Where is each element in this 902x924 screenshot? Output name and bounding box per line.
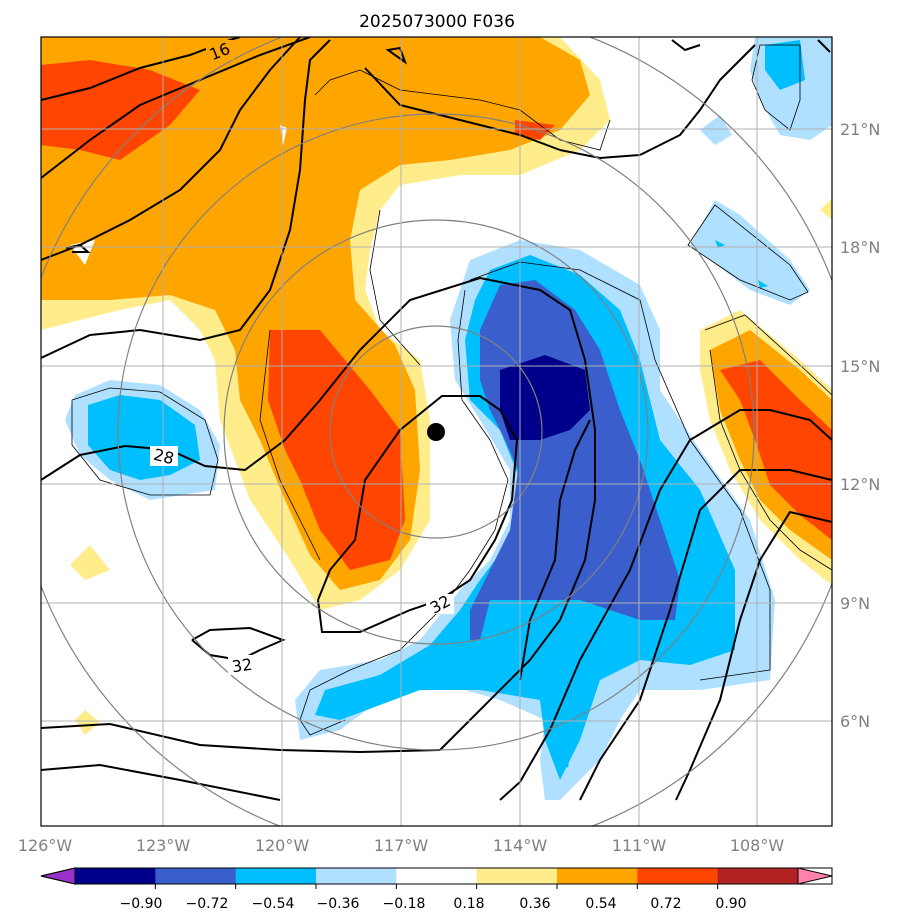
contour-labels: 16 28 32 32: [150, 39, 454, 676]
colorbar-swatches: [41, 868, 832, 884]
colorbar-tick-label: −0.54: [252, 896, 295, 912]
lat-tick-label: 15°N: [840, 357, 880, 376]
lon-tick-label: 120°W: [255, 836, 310, 855]
colorbar-tick-label: −0.90: [120, 896, 163, 912]
colorbar-swatch: [235, 868, 317, 884]
lat-tick-labels: 21°N 18°N 15°N 12°N 9°N 6°N: [840, 120, 880, 731]
lat-tick-label: 21°N: [840, 120, 880, 139]
lon-tick-label: 111°W: [612, 836, 667, 855]
colorbar-ticks: −0.90 −0.72 −0.54 −0.36 −0.18 0.18 0.36 …: [120, 884, 747, 912]
lon-tick-labels: 126°W 123°W 120°W 117°W 114°W 111°W 108°…: [18, 836, 785, 855]
contour-label-28: 28: [152, 445, 176, 468]
range-rings: [41, 37, 832, 826]
map-title: 2025073000 F036: [359, 12, 515, 32]
lon-tick-label: 108°W: [730, 836, 785, 855]
colorbar-tick-label: −0.36: [317, 896, 360, 912]
colorbar-swatch: [476, 868, 558, 884]
colorbar-tick-label: −0.72: [186, 896, 229, 912]
lat-tick-label: 9°N: [840, 594, 870, 613]
lat-tick-label: 12°N: [840, 475, 880, 494]
thick-contours: [41, 37, 832, 801]
colorbar-tick-label: 0.90: [715, 896, 746, 912]
colorbar-swatch: [717, 868, 799, 884]
lon-tick-label: 123°W: [136, 836, 191, 855]
colorbar-swatch: [155, 868, 237, 884]
lat-tick-label: 6°N: [840, 712, 870, 731]
colorbar-tick-label: 0.72: [650, 896, 681, 912]
colorbar-tick-label: 0.54: [585, 896, 616, 912]
storm-center-marker: [427, 423, 445, 441]
lat-tick-label: 18°N: [840, 238, 880, 257]
colorbar-swatch: [637, 868, 719, 884]
lon-tick-label: 117°W: [374, 836, 429, 855]
positive-anomaly-fill: [41, 37, 832, 735]
gridlines: [41, 37, 832, 826]
colorbar-swatch: [75, 868, 156, 884]
map-area: 16 28 32 32: [41, 37, 832, 826]
colorbar-tick-label: 0.36: [519, 896, 550, 912]
colorbar-swatch: [396, 868, 478, 884]
colorbar-extend-low: [41, 868, 75, 884]
contour-label-32-west: 32: [231, 655, 254, 677]
map-frame: [40, 36, 833, 827]
colorbar: −0.90 −0.72 −0.54 −0.36 −0.18 0.18 0.36 …: [40, 867, 833, 912]
colorbar-extend-high: [798, 868, 832, 884]
colorbar-swatch: [316, 868, 397, 884]
colorbar-tick-label: 0.18: [453, 896, 484, 912]
colorbar-swatch: [557, 868, 638, 884]
lon-tick-label: 114°W: [493, 836, 548, 855]
colorbar-tick-label: −0.18: [383, 896, 426, 912]
lon-tick-label: 126°W: [18, 836, 73, 855]
